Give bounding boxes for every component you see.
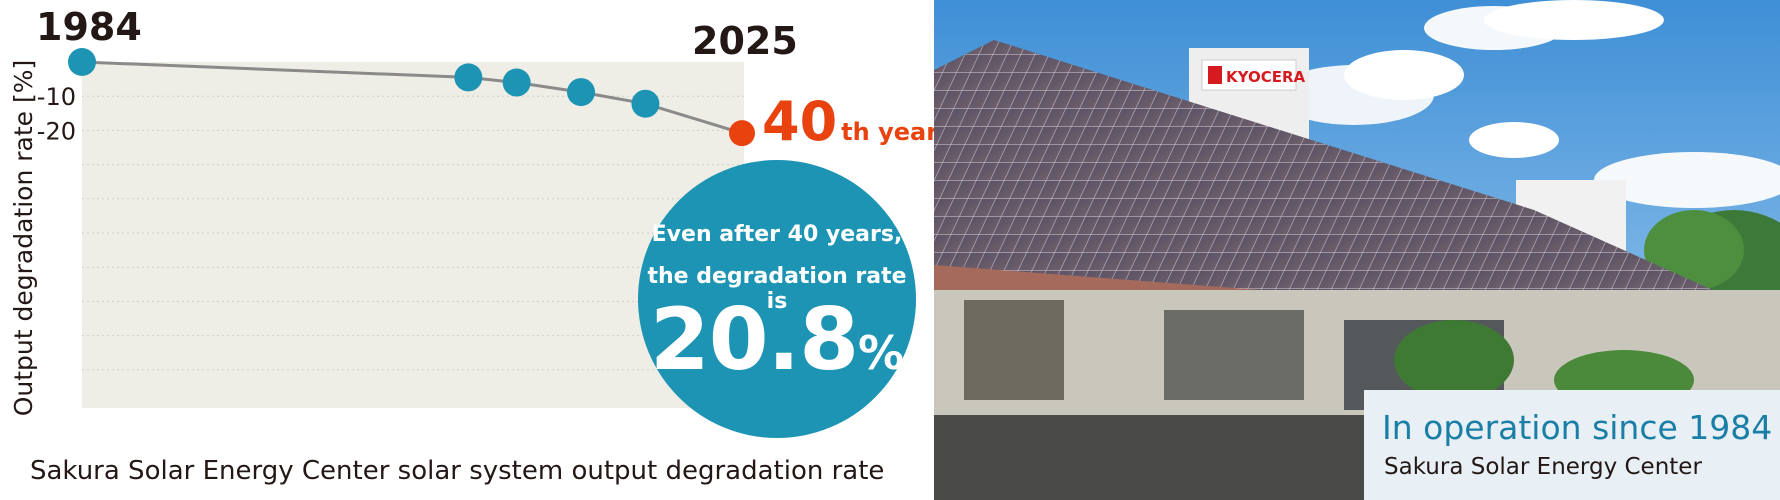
end-year-label: 2025	[692, 19, 798, 63]
end-data-point	[729, 120, 755, 147]
data-point	[68, 48, 96, 76]
facility-photo: KYOCERA In operation since 1984 Sakura S…	[934, 0, 1780, 500]
callout-line-2: the degradation rate is	[647, 264, 907, 314]
facility-name-label: Sakura Solar Energy Center	[1384, 454, 1702, 480]
series-line	[81, 60, 743, 135]
start-year-label: 1984	[36, 5, 142, 49]
photo-label-box: In operation since 1984 Sakura Solar Ene…	[1364, 390, 1780, 500]
gridlines	[82, 95, 744, 371]
data-point	[502, 68, 531, 97]
y-tick-label: -20	[37, 117, 76, 145]
operation-since-label: In operation since 1984	[1382, 408, 1773, 447]
data-points	[68, 48, 755, 147]
chart-caption: Sakura Solar Energy Center solar system …	[30, 456, 885, 486]
end-marker-number: 40	[762, 90, 837, 153]
y-axis-label: Output degradation rate [%]	[9, 60, 38, 417]
callout-line-1: Even after 40 years,	[651, 222, 903, 247]
degradation-callout: Even after 40 years, the degradation rat…	[638, 160, 916, 438]
plot-area	[82, 62, 744, 408]
callout-value-number: 20.8	[649, 290, 859, 390]
y-tick-label: -10	[37, 83, 76, 111]
callout-value: 20.8%	[638, 290, 916, 390]
logo-icon	[1208, 66, 1222, 84]
data-point	[631, 89, 660, 118]
data-point	[567, 78, 596, 107]
building-logo-text: KYOCERA	[1226, 68, 1306, 86]
y-ticks: -10-20	[37, 83, 76, 145]
callout-value-unit: %	[858, 326, 905, 380]
solar-building-image: KYOCERA	[934, 0, 1780, 500]
end-marker-suffix: th year	[841, 118, 934, 146]
data-point	[454, 63, 483, 92]
